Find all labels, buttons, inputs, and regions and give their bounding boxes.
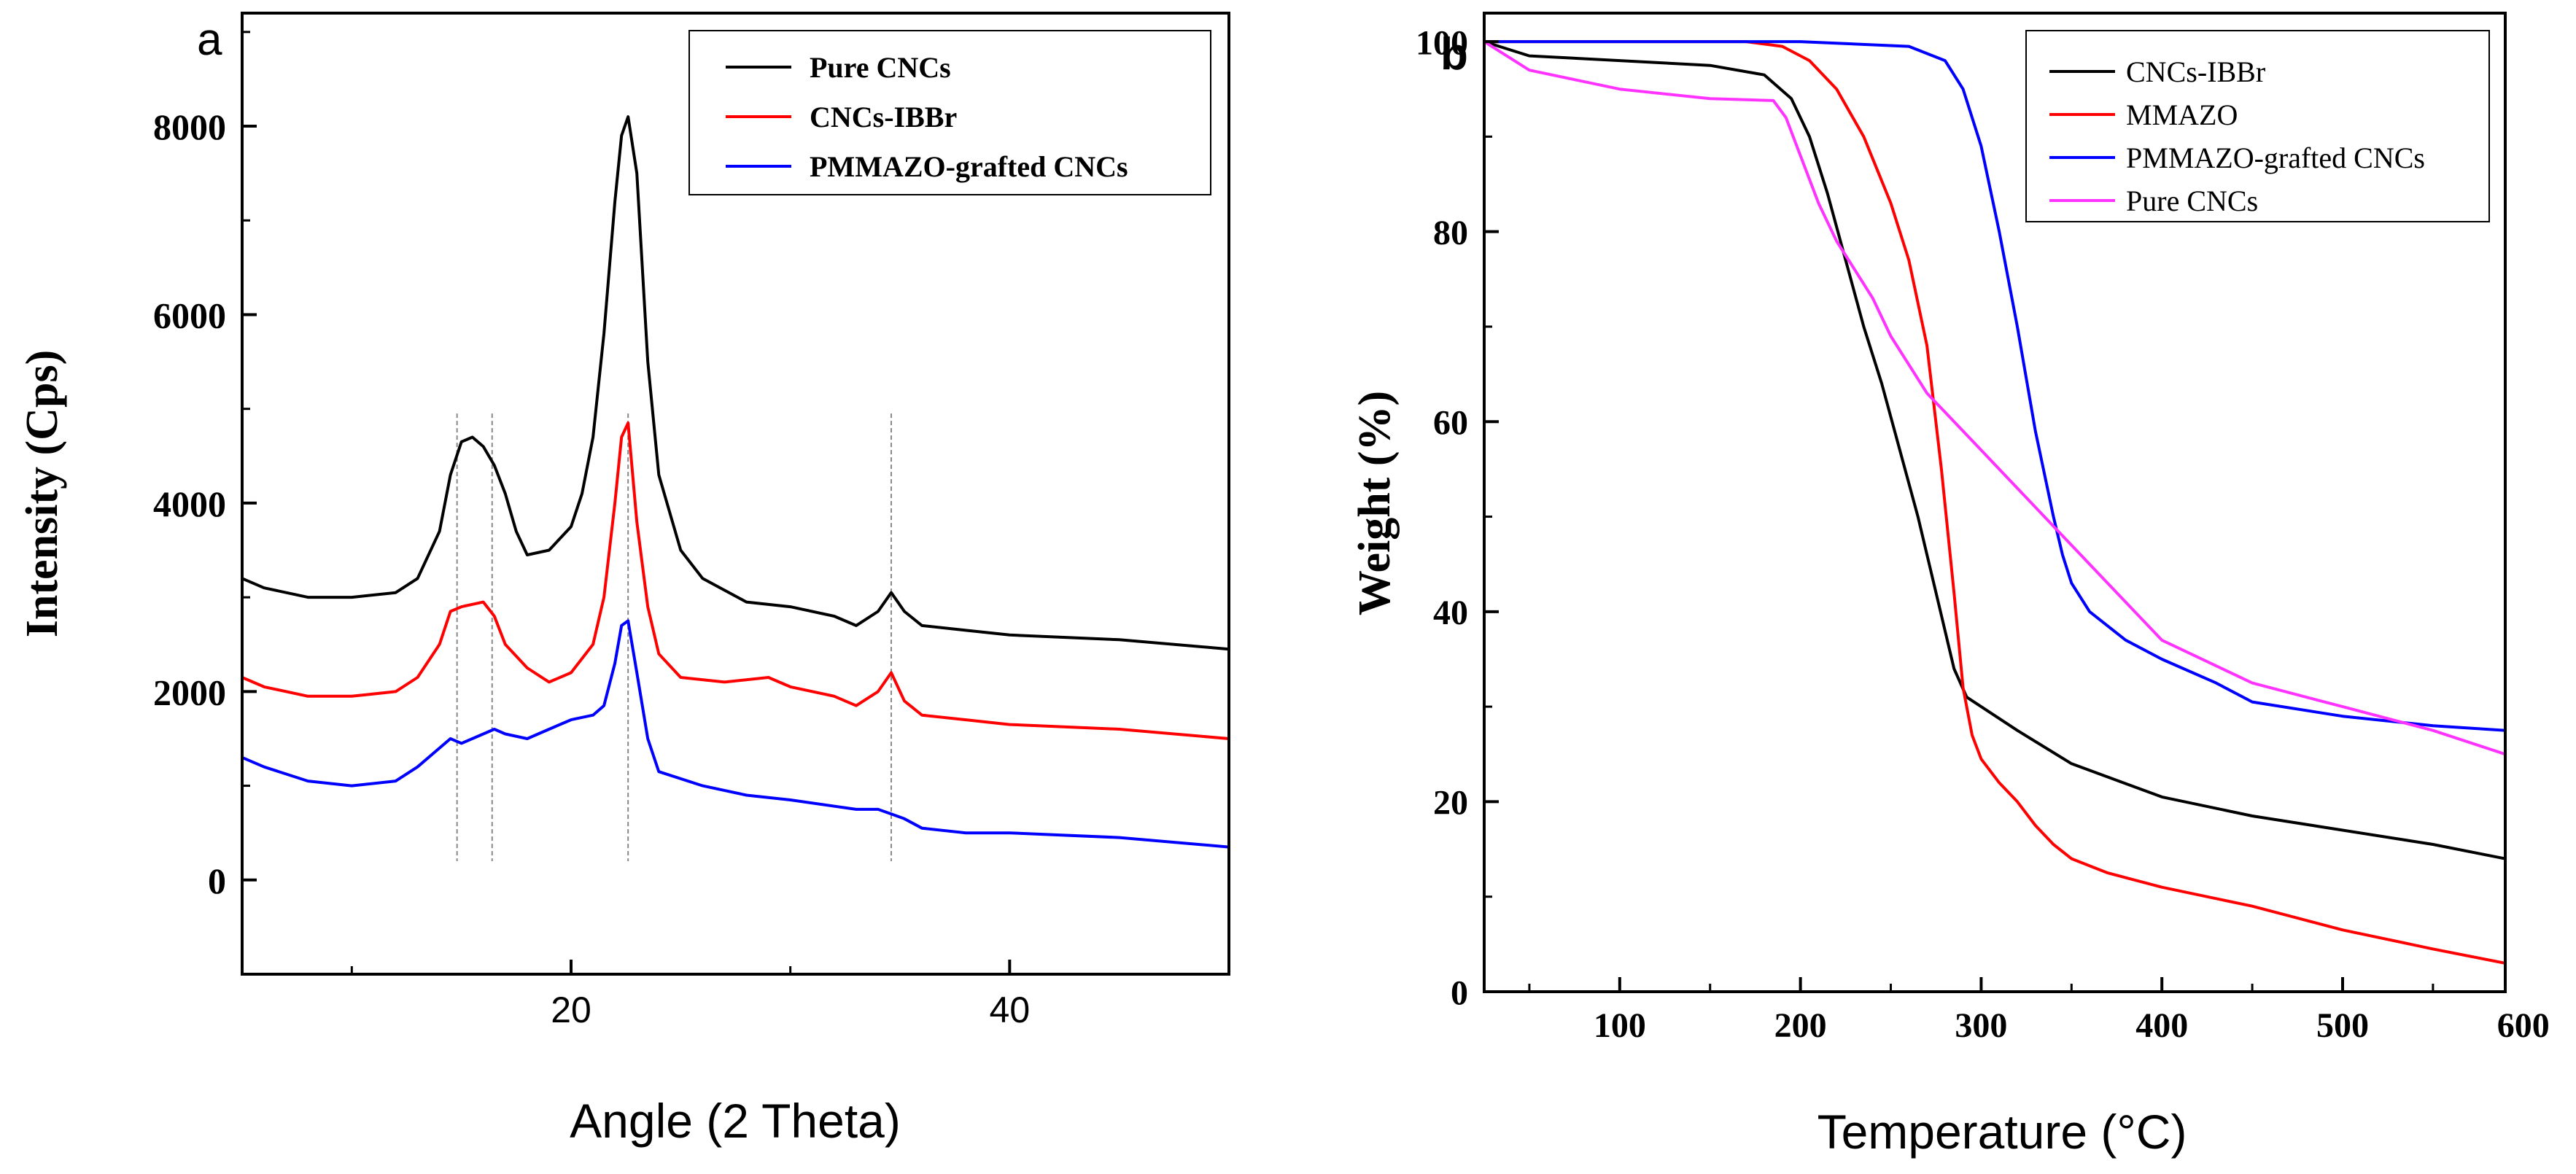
panel-a-x-tick-label-0: 20 — [551, 990, 591, 1030]
panel-a-x-axis-label: Angle (2 Theta) — [570, 1094, 901, 1148]
panel-b-x-tick-label-3: 400 — [2135, 1006, 2188, 1045]
panel-b-series-pmmazo-grafted-cncs — [1484, 40, 2506, 732]
panel-b-y-tick-label-5: 100 — [1416, 23, 1468, 62]
panel-b-legend-box — [2025, 30, 2490, 222]
panel-b-ticks: 100 200 300 400 500 600 0 20 40 60 80 100 — [1416, 23, 2550, 1045]
panel-b-x-tick-label-1: 200 — [1774, 1006, 1827, 1045]
panel-a-legend-label-pure-cncs: Pure CNCs — [810, 51, 951, 84]
panel-b-x-axis-label: Temperature (°C) — [1817, 1105, 2187, 1159]
panel-a-y-tick-label-4: 8000 — [153, 106, 226, 147]
panel-b-series-cncs-ibbr — [1483, 40, 2506, 860]
panel-a-legend-label-pmmazo: PMMAZO-grafted CNCs — [810, 150, 1128, 183]
panel-a-plot-frame — [241, 12, 1230, 976]
panel-a-series-pmmazo-grafted-cncs — [241, 619, 1230, 849]
panel-a-series-pure-cncs — [241, 115, 1230, 651]
panel-b-legend-label-pure-cncs: Pure CNCs — [2126, 184, 2258, 217]
panel-b-series-pure-cncs — [1483, 40, 2506, 756]
panel-b-x-tick-label-4: 500 — [2316, 1006, 2369, 1045]
panel-a-y-tick-label-3: 6000 — [153, 295, 226, 335]
panel-b-x-tick-label-2: 300 — [1955, 1006, 2007, 1045]
panel-a-reference-lines — [456, 413, 892, 861]
panel-a-x-tick-label-1: 40 — [990, 990, 1031, 1030]
panel-b: b 100 200 300 400 500 600 0 20 40 60 80 100 Tempera… — [1350, 12, 2550, 1159]
panel-b-series-mmazo — [1484, 40, 2506, 965]
panel-a-y-tick-label-2: 4000 — [153, 483, 226, 524]
panel-b-y-tick-label-1: 20 — [1433, 784, 1468, 823]
panel-a-label: a — [197, 15, 222, 65]
panel-b-x-tick-label-5: 600 — [2497, 1006, 2550, 1045]
panel-b-series — [1483, 40, 2506, 965]
panel-a-y-tick-label-0: 0 — [208, 860, 226, 901]
panel-b-legend-label-mmazo: MMAZO — [2126, 98, 2238, 131]
panel-b-legend: CNCs-IBBr MMAZO PMMAZO-grafted CNCs Pure… — [2025, 30, 2490, 222]
panel-b-y-axis-label: Weight (%) — [1350, 391, 1400, 615]
panel-b-y-tick-label-2: 40 — [1433, 594, 1468, 632]
panel-a-y-tick-label-1: 2000 — [153, 672, 226, 712]
panel-a-y-axis-label: Intensity (Cps) — [18, 350, 67, 637]
panel-b-legend-label-cncs-ibbr: CNCs-IBBr — [2126, 55, 2265, 88]
panel-b-label: b — [1440, 29, 1468, 79]
panel-b-y-tick-label-4: 80 — [1433, 214, 1468, 252]
panel-b-y-tick-label-3: 60 — [1433, 404, 1468, 443]
panel-b-y-tick-label-0: 0 — [1451, 973, 1468, 1012]
panel-b-x-tick-label-0: 100 — [1594, 1006, 1646, 1045]
panel-b-legend-label-pmmazo: PMMAZO-grafted CNCs — [2126, 141, 2425, 174]
panel-b-plot-frame — [1483, 12, 2507, 993]
panel-a-series — [241, 115, 1230, 849]
panel-a-series-cncs-ibbr — [241, 421, 1230, 740]
panel-a-legend: Pure CNCs CNCs-IBBr PMMAZO-grafted CNCs — [688, 30, 1211, 195]
panel-a-ticks: 20 40 0 2000 4000 6000 8000 — [153, 31, 1230, 1030]
panel-a-legend-label-cncs-ibbr: CNCs-IBBr — [810, 101, 957, 133]
